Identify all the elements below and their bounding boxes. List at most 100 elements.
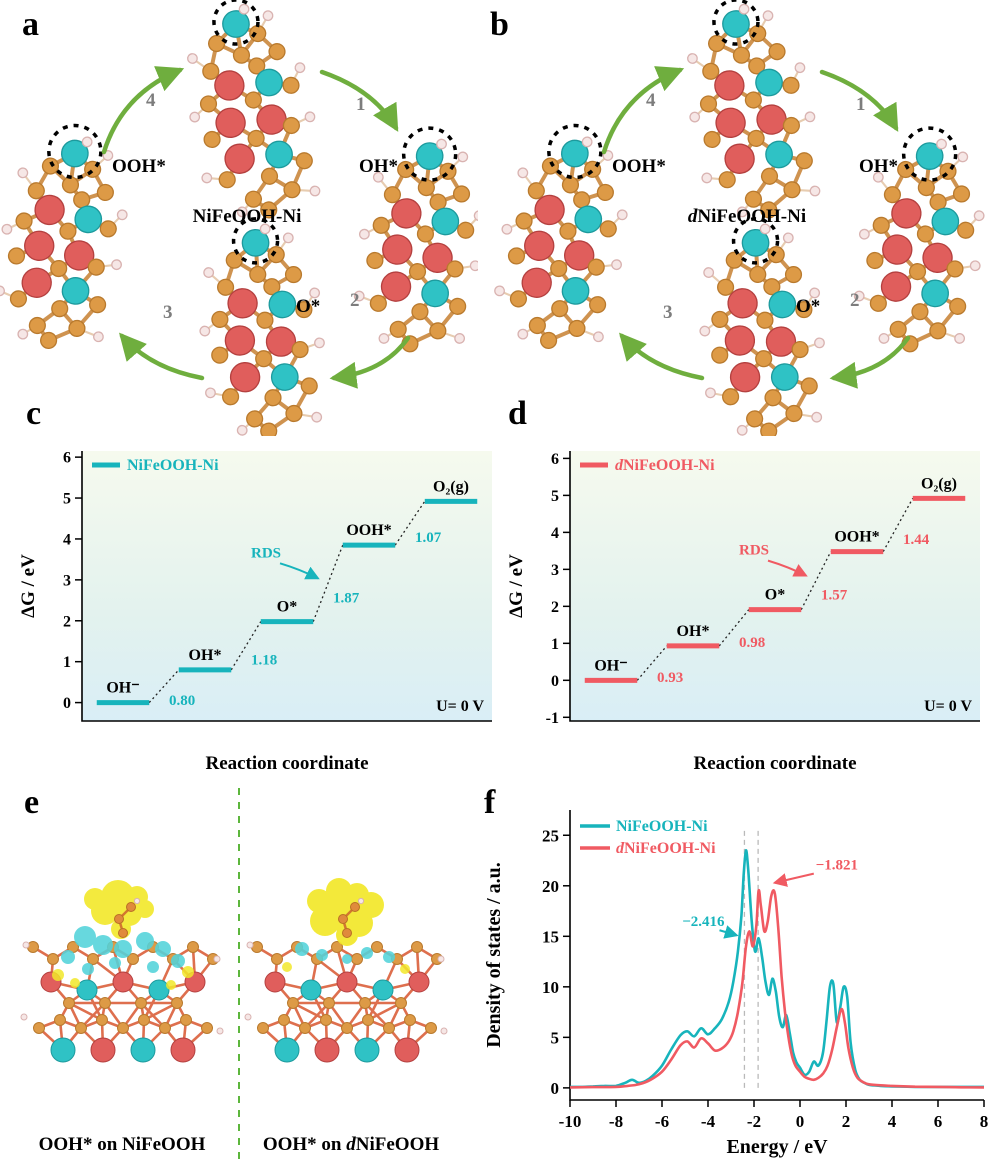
cycle-graphics (0, 0, 478, 436)
charge-density-images (20, 788, 448, 1166)
step-number-3: 3 (663, 302, 673, 323)
potential-label: U= 0 V (436, 698, 484, 715)
species-label: O* (277, 599, 297, 616)
step-number-4: 4 (646, 90, 656, 111)
cycle-arrow (329, 335, 411, 389)
x-axis-label: Reaction coordinate (205, 753, 368, 774)
panel-label-c: c (26, 395, 42, 432)
axes (569, 451, 980, 722)
panel-label-e: e (24, 784, 40, 821)
species-label: OH⁻ (594, 657, 627, 674)
x-axis-label: Energy / eV (726, 1136, 828, 1158)
caption-left: OOH* on NiFeOOH (38, 1134, 206, 1155)
svg-text:2: 2 (63, 613, 71, 630)
svg-text:0: 0 (63, 695, 71, 712)
svg-text:15: 15 (542, 927, 559, 946)
cycle-arrow (619, 332, 705, 381)
svg-text:3: 3 (551, 562, 559, 579)
species-label-o: O* (796, 296, 820, 317)
molecule (187, 3, 321, 219)
delta-g-value: 0.93 (657, 670, 683, 686)
svg-text:-2: -2 (747, 1112, 761, 1131)
legend-label: dNiFeOOH-Ni (615, 457, 715, 474)
svg-text:1: 1 (551, 636, 559, 653)
cycle-graphics (494, 0, 985, 436)
highlight-circle (712, 0, 760, 46)
svg-text:1: 1 (63, 654, 71, 671)
y-axis-label: ΔG / eV (506, 554, 527, 618)
species-label: OH* (677, 623, 710, 640)
svg-text:0: 0 (796, 1112, 805, 1131)
highlight-circle (212, 0, 260, 46)
svg-text:5: 5 (63, 491, 71, 508)
y-axis-label: Density of states / a.u. (483, 862, 505, 1048)
step-number-2: 2 (350, 290, 360, 311)
dos-chart: 0 5 10 15 20 25 -10 -8 -6 -4 -2 0 2 4 6 8 Energy / eV Den… (483, 810, 989, 1158)
highlight-circle (47, 123, 103, 180)
step-number-1: 1 (856, 94, 866, 115)
legend-label: NiFeOOH-Ni (616, 818, 708, 835)
cycle-arrow (819, 69, 899, 132)
highlight-circle (547, 123, 603, 180)
molecule (699, 223, 825, 436)
species-label-ooh: OOH* (112, 156, 166, 177)
cycle-arrow (829, 335, 911, 389)
step-number-1: 1 (356, 94, 366, 115)
svg-text:4: 4 (63, 531, 71, 548)
panel-b: b OOH* OH* O* dNiFeOOH-Ni 1 2 3 4 (478, 0, 998, 436)
peak-annotation: −2.416 (682, 914, 725, 930)
svg-text:-8: -8 (609, 1112, 623, 1131)
cycle-arrow (601, 66, 685, 155)
delta-g-value: 1.57 (821, 588, 848, 604)
species-label: OOH* (346, 522, 391, 539)
svg-text:0: 0 (551, 673, 559, 690)
species-label: O* (765, 587, 785, 604)
svg-text:-4: -4 (701, 1112, 716, 1131)
svg-text:8: 8 (980, 1112, 989, 1131)
cycle-arrow (119, 332, 205, 381)
svg-text:6: 6 (551, 451, 559, 468)
panel-label-d: d (508, 395, 527, 432)
species-label: OOH* (834, 529, 879, 546)
molecule (494, 136, 628, 350)
rds-arrow (279, 562, 320, 580)
highlight-circle (901, 126, 958, 182)
isosurface-blob (52, 966, 194, 990)
plot-background (82, 451, 492, 721)
panel-label-a: a (22, 6, 39, 43)
rds-arrow (767, 559, 808, 577)
step-number-3: 3 (163, 302, 173, 323)
reaction-cycle-a: OOH* OH* O* NiFeOOH-Ni 1 2 3 4 (0, 0, 478, 436)
svg-text:3: 3 (63, 572, 71, 589)
svg-text:6: 6 (934, 1112, 943, 1131)
panel-e: e OOH* on NiFeOOH OOH* on dNiFeOOH (10, 782, 462, 1172)
delta-g-value: 1.18 (251, 653, 277, 669)
dos-curve (569, 888, 985, 1089)
x-axis-label: Reaction coordinate (693, 753, 856, 774)
species-label: O₂(g) (433, 478, 469, 495)
isosurface-blob (61, 926, 185, 975)
cycle-arrow (101, 66, 185, 155)
structure-name: NiFeOOH-Ni (193, 206, 302, 227)
molecule (853, 138, 985, 353)
panel-d: d -1 0 1 2 3 4 5 6 Reaction coordinate ΔG / eV 0.9… (498, 395, 998, 787)
reaction-cycle-b: OOH* OH* O* dNiFeOOH-Ni 1 2 3 4 (494, 0, 985, 436)
panel-f: f 0 5 10 15 20 25 -10 -8 -6 -4 -2 0 2 4 6 8 Energy / eV D… (470, 782, 998, 1172)
species-label-oh: OH* (359, 156, 398, 177)
y-axis-label: ΔG / eV (18, 554, 39, 618)
free-energy-chart-dnifeooh: -1 0 1 2 3 4 5 6 Reaction coordinate ΔG / eV 0.93 0… (506, 451, 980, 774)
species-label-o: O* (296, 296, 320, 317)
species-label-ooh: OOH* (612, 156, 666, 177)
panel-label-b: b (490, 6, 509, 43)
caption-right: OOH* on dNiFeOOH (262, 1134, 440, 1155)
svg-text:0: 0 (551, 1079, 560, 1098)
delta-g-value: 1.87 (333, 590, 360, 606)
svg-text:10: 10 (542, 978, 559, 997)
delta-g-value: 1.44 (903, 532, 930, 548)
axes (81, 451, 492, 722)
rds-label: RDS (251, 545, 281, 561)
free-energy-chart-nifeooh: 0 1 2 3 4 5 6 Reaction coordinate ΔG / eV 0.80 1.1… (18, 450, 492, 774)
isosurface-blob (282, 962, 410, 974)
legend-label: NiFeOOH-Ni (127, 457, 219, 474)
step-number-2: 2 (850, 290, 860, 311)
